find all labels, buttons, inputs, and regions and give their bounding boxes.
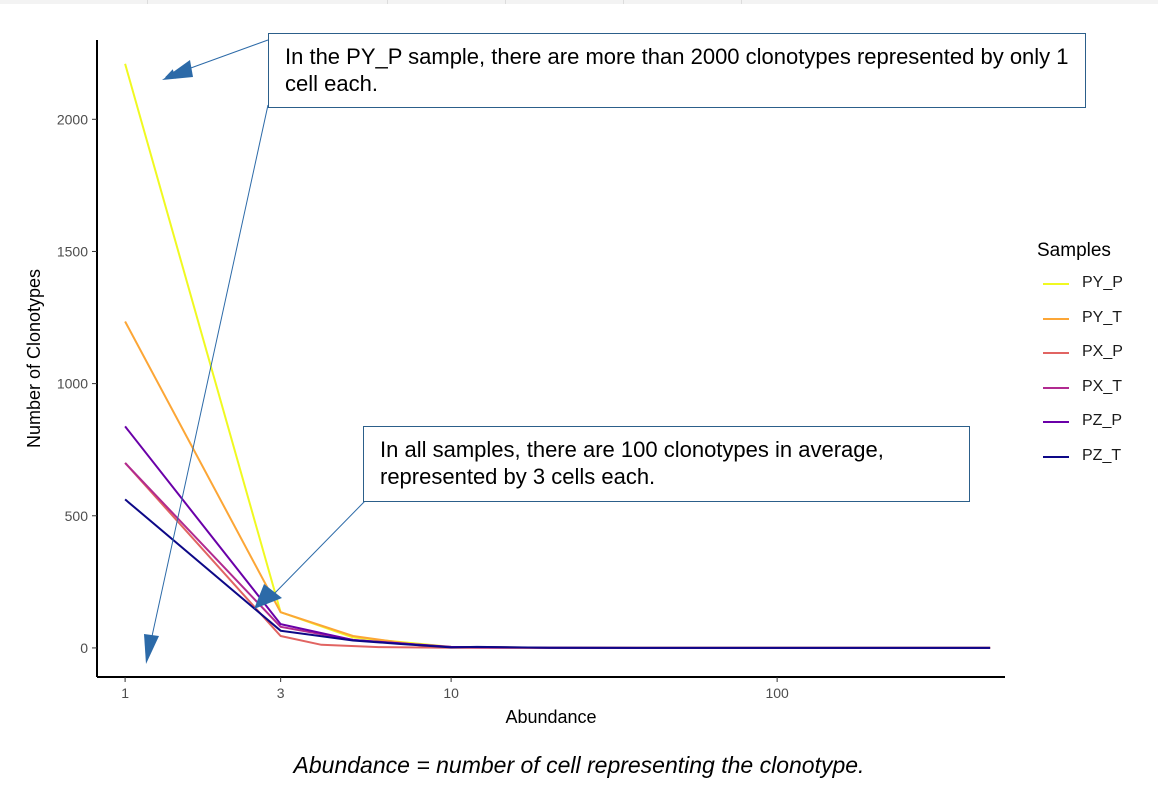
annotation-arrow-average [269, 500, 366, 599]
x-axis-label: Abundance [505, 707, 596, 727]
tab-separator [147, 0, 148, 4]
tab-separator [623, 0, 624, 4]
arrowhead-py-p-axis [144, 634, 159, 664]
legend-label: PZ_P [1082, 412, 1123, 429]
tab-separator [741, 0, 742, 4]
legend-title: Samples [1037, 240, 1111, 261]
legend-item: PZ_T [1037, 447, 1121, 482]
series-line-pz-t [124, 498, 991, 649]
y-tick-label: 500 [65, 508, 89, 524]
y-axis-label: Number of Clonotypes [24, 269, 44, 448]
y-tick-label: 2000 [57, 111, 88, 127]
legend-label: PY_P [1082, 274, 1123, 291]
arrowhead-average [254, 584, 282, 609]
legend-item: PX_T [1037, 378, 1122, 413]
y-tick-label: 0 [80, 640, 88, 656]
x-tick-label: 10 [443, 685, 459, 701]
legend-key-swatch [1043, 455, 1069, 458]
legend-key-swatch [1043, 352, 1069, 354]
legend-item: PY_T [1037, 309, 1122, 344]
annotation-text-py-p: In the PY_P sample, there are more than … [285, 44, 1069, 96]
legend-item: PY_P [1037, 274, 1123, 309]
y-tick-label: 1000 [57, 376, 88, 392]
legend-label: PZ_T [1082, 446, 1122, 464]
legend-item: PZ_P [1037, 412, 1122, 447]
legend-key-swatch [1043, 386, 1069, 389]
arrowhead-py-p-peak [162, 60, 193, 80]
y-tick-label: 1500 [57, 243, 88, 259]
tab-separator [387, 0, 388, 4]
annotation-text-average: In all samples, there are 100 clonotypes… [380, 437, 884, 489]
legend-items: PY_P PY_T PX_P PX_T PZ_P PZ_T [1037, 274, 1123, 482]
legend: Samples PY_P PY_T PX_P PX_T PZ_P PZ_T [1037, 240, 1123, 482]
legend-label: PX_P [1082, 343, 1123, 360]
x-tick-label: 1 [121, 685, 129, 701]
legend-key-swatch [1043, 317, 1069, 320]
annotation-box-average: In all samples, there are 100 clonotypes… [363, 426, 970, 502]
figure-caption: Abundance = number of cell representing … [293, 752, 865, 778]
tab-separator [505, 0, 506, 4]
legend-key-swatch [1043, 421, 1069, 423]
annotation-box-py-p: In the PY_P sample, there are more than … [268, 33, 1086, 108]
annotation-arrow-py-p-axis [148, 104, 269, 651]
x-tick-label: 100 [765, 685, 789, 701]
legend-label: PX_T [1082, 377, 1123, 395]
window-top-strip [0, 0, 1158, 4]
legend-item: PX_P [1037, 343, 1123, 378]
x-tick-label: 3 [277, 685, 285, 701]
legend-key-swatch [1043, 283, 1069, 285]
legend-label: PY_T [1082, 308, 1123, 326]
series-line-py-p [124, 63, 991, 649]
